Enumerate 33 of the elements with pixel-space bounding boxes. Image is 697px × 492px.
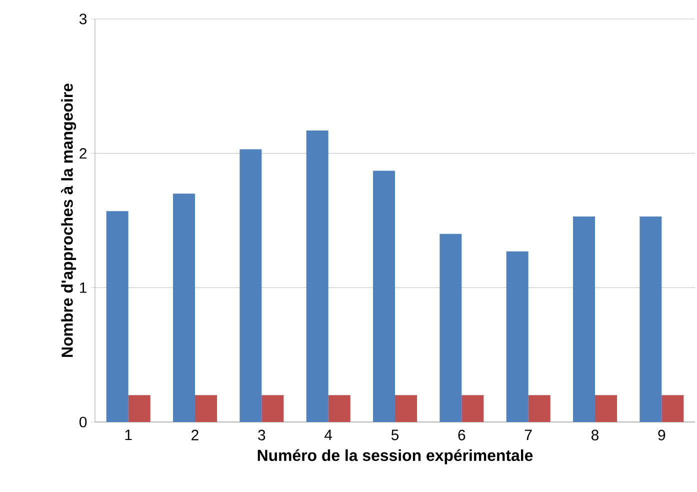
y-tick-label: 0 (79, 416, 87, 428)
y-tick-label: 2 (80, 148, 86, 159)
x-tick-label: 5 (391, 430, 399, 440)
x-tick-label: 2 (192, 430, 198, 440)
bar (306, 130, 328, 422)
bar (328, 395, 350, 422)
x-tick-label: 3 (258, 430, 266, 440)
x-tick-label: 7 (524, 430, 532, 440)
bar (595, 395, 617, 422)
x-tick-label: 6 (458, 430, 466, 440)
bar (440, 234, 462, 422)
bar (195, 395, 217, 422)
bar (506, 251, 528, 422)
bar (173, 194, 195, 422)
bar (573, 216, 595, 422)
bar (528, 395, 550, 422)
x-tick-label: 9 (658, 430, 666, 440)
bar (640, 216, 662, 422)
x-tick-label: 8 (592, 430, 598, 440)
bar (373, 170, 395, 422)
bar (240, 149, 262, 422)
y-tick-label: 1 (80, 282, 86, 293)
y-tick-label: 3 (79, 14, 87, 24)
bar (106, 211, 128, 422)
bar (662, 395, 684, 422)
bar (262, 395, 284, 422)
y-axis-title: Nombre d'approches à la mangeoire (61, 84, 76, 357)
bar (462, 395, 484, 422)
bar (128, 395, 150, 422)
x-axis-title: Numéro de la session expérimentale (258, 449, 533, 464)
x-tick-label: 1 (125, 430, 132, 440)
bar (395, 395, 417, 422)
x-tick-label: 4 (324, 430, 332, 440)
